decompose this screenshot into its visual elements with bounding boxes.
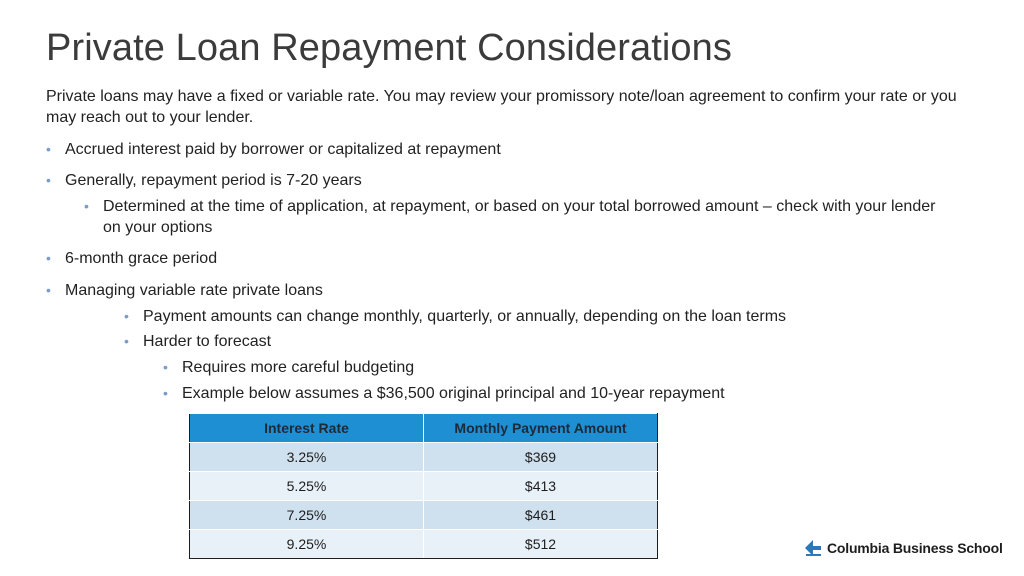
table-cell-rate: 3.25% [189, 442, 424, 472]
bullet-text: Determined at the time of application, a… [103, 198, 936, 236]
bullet-item: • Managing variable rate private loans [46, 280, 981, 301]
table-cell-rate: 9.25% [189, 529, 424, 559]
bullet-text: Generally, repayment period is 7-20 year… [65, 172, 362, 189]
bullet-dot-icon: • [163, 359, 168, 375]
intro-paragraph: Private loans may have a fixed or variab… [46, 88, 957, 126]
table-cell-payment: $369 [423, 442, 658, 472]
bullet-text: Accrued interest paid by borrower or cap… [65, 141, 501, 158]
columbia-business-school-logo: Columbia Business School [803, 536, 1003, 560]
slide-title: Private Loan Repayment Considerations [46, 27, 732, 69]
table-row: 3.25% $369 [189, 442, 658, 472]
bullet-dot-icon: • [84, 198, 89, 214]
sub-bullet-item: • Payment amounts can change monthly, qu… [124, 306, 974, 327]
bullet-dot-icon: • [46, 172, 51, 188]
columbia-crown-icon [805, 540, 821, 556]
bullet-dot-icon: • [163, 385, 168, 401]
table-row: 9.25% $512 [189, 529, 658, 559]
sub-bullet-item: • Harder to forecast [124, 331, 974, 352]
bullet-dot-icon: • [46, 141, 51, 157]
table-cell-rate: 7.25% [189, 500, 424, 530]
bullet-text: Managing variable rate private loans [65, 282, 323, 299]
header-monthly-payment: Monthly Payment Amount [423, 413, 658, 443]
bullet-text: Harder to forecast [143, 333, 272, 350]
bullet-text: Requires more careful budgeting [182, 359, 415, 376]
bullet-dot-icon: • [46, 250, 51, 266]
bullet-item: • 6-month grace period [46, 248, 981, 269]
table-cell-payment: $512 [423, 529, 658, 559]
sub-sub-bullet-item: • Requires more careful budgeting [163, 357, 973, 378]
table-row: 7.25% $461 [189, 500, 658, 530]
table-cell-rate: 5.25% [189, 471, 424, 501]
bullet-dot-icon: • [124, 333, 129, 349]
header-interest-rate: Interest Rate [189, 413, 424, 443]
bullet-item: • Accrued interest paid by borrower or c… [46, 139, 981, 160]
logo-text: Columbia Business School [827, 540, 1003, 556]
bullet-dot-icon: • [124, 308, 129, 324]
sub-sub-bullet-item: • Example below assumes a $36,500 origin… [163, 383, 973, 404]
table-header-row: Interest Rate Monthly Payment Amount [189, 413, 658, 443]
bullet-text: Payment amounts can change monthly, quar… [143, 308, 787, 325]
table-cell-payment: $413 [423, 471, 658, 501]
bullet-text: 6-month grace period [65, 250, 218, 267]
table-row: 5.25% $413 [189, 471, 658, 501]
bullet-dot-icon: • [46, 282, 51, 298]
sub-bullet-item: • Determined at the time of application,… [84, 196, 954, 238]
bullet-text: Example below assumes a $36,500 original… [182, 385, 725, 402]
bullet-item: • Generally, repayment period is 7-20 ye… [46, 170, 981, 191]
table-cell-payment: $461 [423, 500, 658, 530]
repayment-table: Interest Rate Monthly Payment Amount 3.2… [189, 413, 658, 559]
